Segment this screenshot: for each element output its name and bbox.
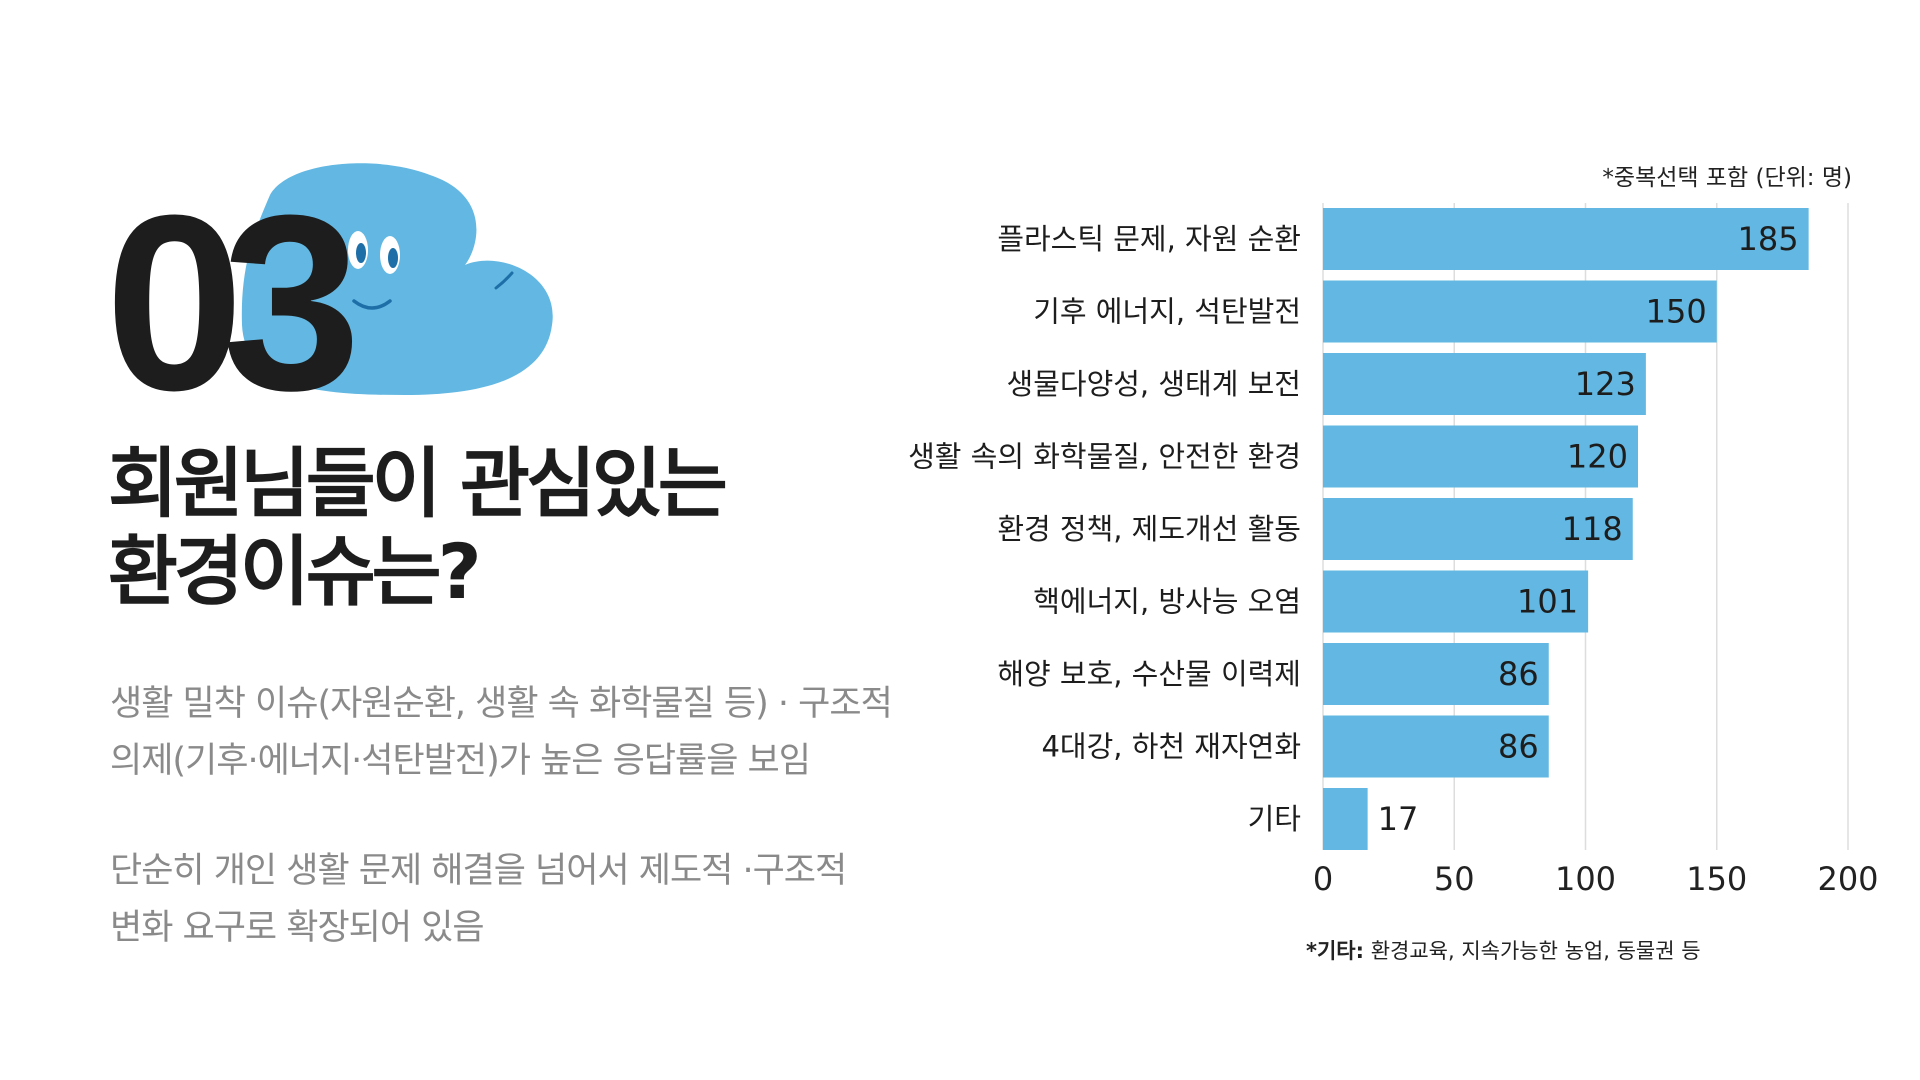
bar-0 xyxy=(1323,208,1809,270)
chart-note-bottom-text: 환경교육, 지속가능한 농업, 동물권 등 xyxy=(1364,939,1701,963)
category-label-3: 생활 속의 화학물질, 안전한 환경 xyxy=(908,440,1301,474)
page-title: 회원님들이 관심있는 환경이슈는? xyxy=(108,439,728,616)
bar-6 xyxy=(1323,643,1549,705)
bar-value-label-7: 86 xyxy=(1498,728,1539,766)
bar-5 xyxy=(1323,570,1589,633)
bar-value-label-2: 123 xyxy=(1575,365,1636,403)
bar-7 xyxy=(1323,715,1549,778)
chart-note-bottom: *기타: 환경교육, 지속가능한 농업, 동물권 등 xyxy=(1306,939,1701,963)
bar-4 xyxy=(1323,498,1633,560)
description-1-line-1: 생활 밀착 이슈(자원순환, 생활 속 화학물질 등) · 구조적 xyxy=(110,684,893,724)
category-label-0: 플라스틱 문제, 자원 순환 xyxy=(997,222,1301,256)
x-tick-label-0: 0 xyxy=(1313,860,1333,898)
bar-value-label-4: 118 xyxy=(1562,510,1623,548)
bar-3 xyxy=(1323,425,1638,488)
chart-x-axis: 0 50 100 150 200 xyxy=(1313,860,1879,898)
bar-value-label-5: 101 xyxy=(1517,583,1578,621)
category-label-5: 핵에너지, 방사능 오염 xyxy=(1033,585,1301,619)
bar-2 xyxy=(1323,353,1646,415)
description-2-line-2: 변화 요구로 확장되어 있음 xyxy=(110,908,485,948)
bar-value-label-8: 17 xyxy=(1378,800,1419,838)
bar-value-label-1: 150 xyxy=(1646,293,1707,331)
description-2-line-1: 단순히 개인 생활 문제 해결을 넘어서 제도적 ·구조적 xyxy=(110,851,847,891)
chart-note-bottom-label: *기타: xyxy=(1306,939,1364,963)
bar-value-label-6: 86 xyxy=(1498,655,1539,693)
bar-1 xyxy=(1323,280,1717,343)
x-tick-label-2: 100 xyxy=(1555,860,1616,898)
category-label-2: 생물다양성, 생태계 보전 xyxy=(1007,367,1301,401)
category-label-1: 기후 에너지, 석탄발전 xyxy=(1033,295,1301,329)
bar-value-label-3: 120 xyxy=(1567,438,1628,476)
x-tick-label-3: 150 xyxy=(1686,860,1747,898)
bar-8 xyxy=(1323,788,1368,850)
category-label-8: 기타 xyxy=(1248,802,1301,836)
chart-note-top: *중복선택 포함 (단위: 명) xyxy=(1602,165,1852,191)
chart-bars: 185 150 123 120 118 101 86 86 17 xyxy=(1323,208,1809,850)
category-label-4: 환경 정책, 제도개선 활동 xyxy=(997,512,1301,546)
category-label-6: 해양 보호, 수산물 이력제 xyxy=(997,657,1301,691)
x-tick-label-4: 200 xyxy=(1817,860,1878,898)
bar-chart: 185 150 123 120 118 101 86 86 17 플라스틱 문제, 자원 순환기… xyxy=(908,165,1879,963)
page-title-line-1: 회원님들이 관심있는 xyxy=(108,439,728,528)
section-number: 03 xyxy=(105,163,361,442)
page-title-line-2: 환경이슈는? xyxy=(108,527,482,616)
description-paragraph-2: 단순히 개인 생활 문제 해결을 넘어서 제도적 ·구조적 변화 요구로 확장되… xyxy=(110,843,847,957)
bar-value-label-0: 185 xyxy=(1738,220,1799,258)
mascot-blob-icon xyxy=(241,163,553,395)
description-1-line-2: 의제(기후·에너지·석탄발전)가 높은 응답률을 보임 xyxy=(110,741,811,781)
category-label-7: 4대강, 하천 재자연화 xyxy=(1041,730,1301,764)
description-paragraph-1: 생활 밀착 이슈(자원순환, 생활 속 화학물질 등) · 구조적 의제(기후·… xyxy=(110,676,893,790)
x-tick-label-1: 50 xyxy=(1434,860,1475,898)
